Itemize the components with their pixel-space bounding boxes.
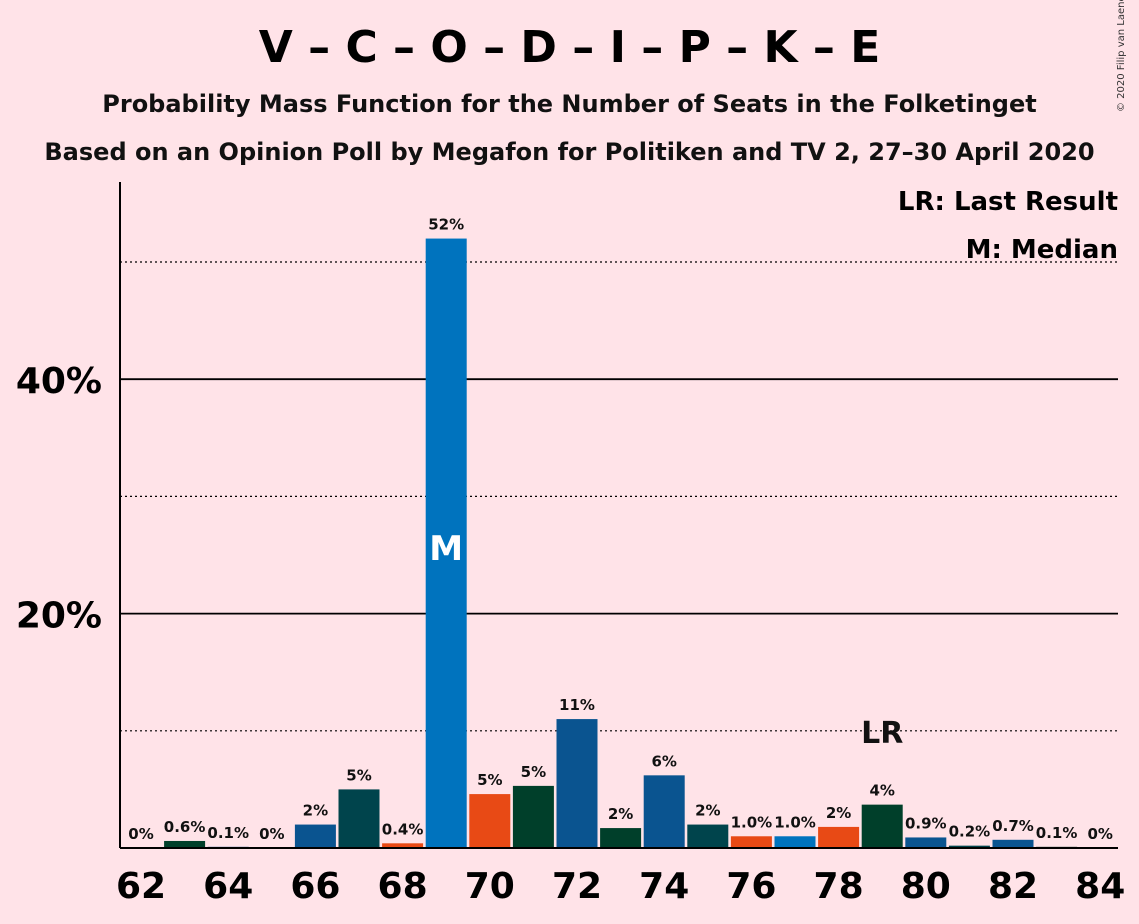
bar-seats-76 bbox=[730, 836, 772, 848]
chart-title: V – C – O – D – I – P – K – E bbox=[258, 22, 881, 73]
bar-value-label: 0% bbox=[1087, 825, 1112, 843]
x-tick-label: 74 bbox=[639, 866, 689, 907]
chart-subtitle-poll: Based on an Opinion Poll by Megafon for … bbox=[44, 138, 1095, 166]
bar-seats-68 bbox=[382, 843, 424, 848]
bar-value-label: 2% bbox=[303, 802, 328, 820]
bar-seats-73 bbox=[600, 828, 642, 848]
bar-value-label: 0.9% bbox=[905, 814, 947, 832]
bar-value-label: 1.0% bbox=[774, 813, 816, 831]
legend-entry: LR: Last Result bbox=[898, 187, 1118, 217]
bar-seats-77 bbox=[774, 836, 816, 848]
x-tick-label: 80 bbox=[901, 866, 951, 907]
bar-seats-70 bbox=[469, 794, 511, 848]
bar-value-label: 52% bbox=[428, 216, 464, 234]
bar-value-label: 0% bbox=[259, 825, 284, 843]
bar-seats-66 bbox=[294, 824, 336, 848]
bar-seats-72 bbox=[556, 719, 598, 848]
x-tick-label: 62 bbox=[116, 866, 166, 907]
label-layer: 0% 0.6% 0.1% 0%2%5%0.4%52%5% 5%11%2%6%2%1.0%… bbox=[128, 216, 1113, 843]
bar-seats-69 bbox=[425, 238, 467, 848]
x-tick-label: 78 bbox=[814, 866, 864, 907]
x-tick-label: 76 bbox=[726, 866, 776, 907]
median-marker: M bbox=[429, 529, 463, 569]
axis-layer: 20% 40% 62 64 66 68 70 72 74 76 78 80 82 84 LR: Last R… bbox=[16, 182, 1125, 907]
x-tick-label: 72 bbox=[552, 866, 602, 907]
bar-value-label: 6% bbox=[651, 752, 676, 770]
bar-value-label: 0.4% bbox=[382, 820, 424, 838]
bar-value-label: 1.0% bbox=[731, 813, 773, 831]
bar-value-label: 2% bbox=[826, 804, 851, 822]
x-tick-label: 82 bbox=[988, 866, 1038, 907]
x-tick-label: 66 bbox=[290, 866, 340, 907]
bar-seats-79 bbox=[861, 804, 903, 848]
x-tick-label: 68 bbox=[378, 866, 428, 907]
bar-value-label: 0.6% bbox=[164, 818, 206, 836]
bar-value-label: 0.1% bbox=[1036, 824, 1078, 842]
bar-seats-75 bbox=[687, 824, 729, 848]
bar-seats-80 bbox=[905, 837, 947, 848]
y-tick-label: 40% bbox=[16, 361, 102, 402]
legend-entry: M: Median bbox=[966, 235, 1118, 265]
bar-seats-67 bbox=[338, 789, 380, 848]
x-tick-label: 84 bbox=[1075, 866, 1125, 907]
x-tick-label: 70 bbox=[465, 866, 515, 907]
bar-value-label: 0.2% bbox=[949, 823, 991, 841]
y-tick-label: 20% bbox=[16, 596, 102, 637]
bar-value-label: 5% bbox=[477, 771, 502, 789]
bar-seats-78 bbox=[818, 826, 860, 848]
bar-seats-71 bbox=[512, 785, 554, 848]
bar-value-label: 0% bbox=[128, 825, 153, 843]
bar-value-label: 5% bbox=[346, 766, 371, 784]
bar-seats-74 bbox=[643, 775, 685, 848]
bar-value-label: 2% bbox=[608, 805, 633, 823]
bar-value-label: 2% bbox=[695, 802, 720, 820]
bar-value-label: 0.1% bbox=[207, 824, 249, 842]
bar-seats-63 bbox=[164, 840, 206, 848]
bar-value-label: 4% bbox=[869, 782, 894, 800]
bar-value-label: 0.7% bbox=[992, 817, 1034, 835]
bar-seats-81 bbox=[948, 845, 990, 848]
chart-subtitle: Probability Mass Function for the Number… bbox=[102, 90, 1037, 118]
bar-value-label: 11% bbox=[559, 696, 595, 714]
grid-layer bbox=[120, 261, 1118, 732]
bar-seats-82 bbox=[992, 839, 1034, 848]
x-tick-label: 64 bbox=[203, 866, 253, 907]
bar-layer bbox=[164, 238, 1078, 848]
bar-value-label: 5% bbox=[521, 763, 546, 781]
last-result-marker: LR bbox=[861, 716, 903, 751]
